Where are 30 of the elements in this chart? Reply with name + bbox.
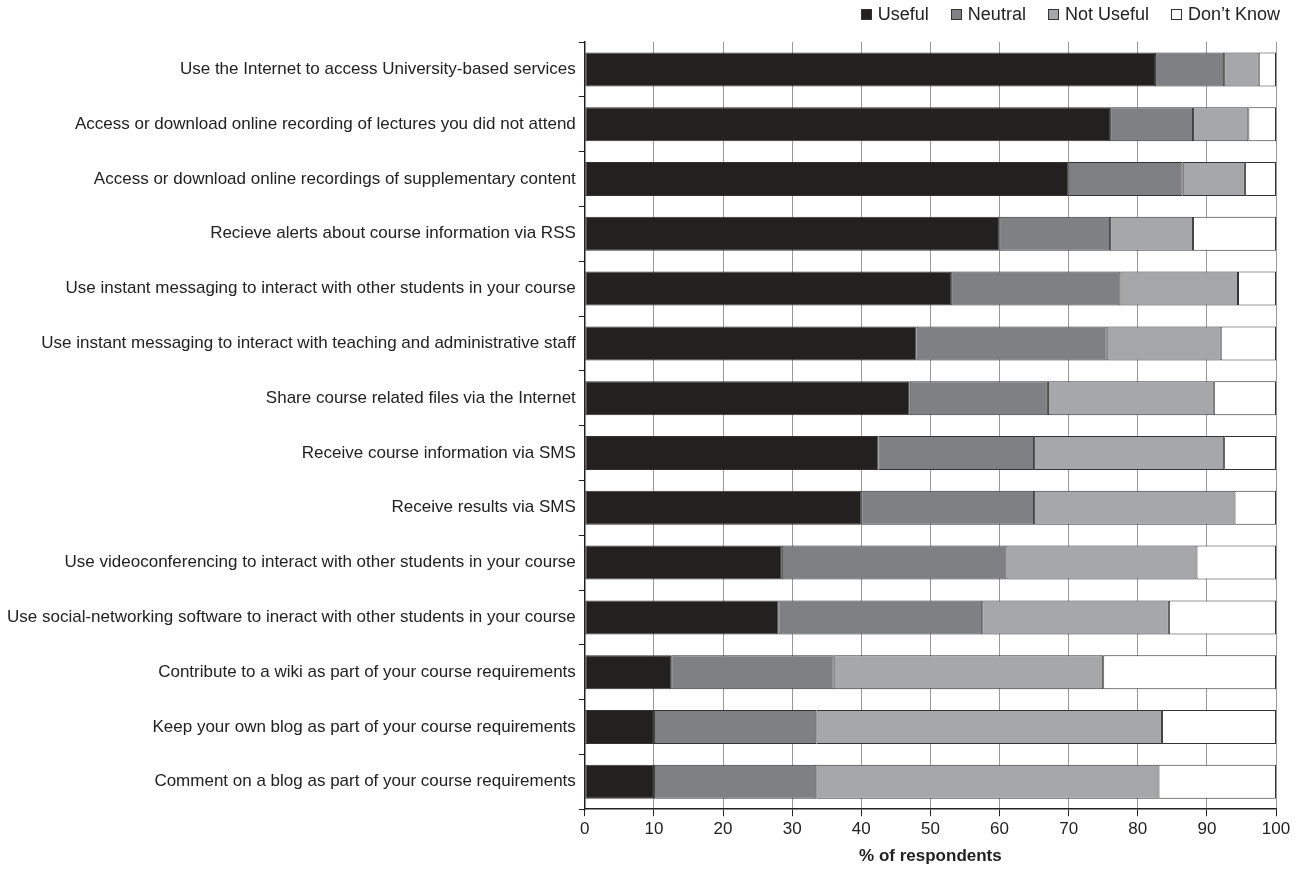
y-tick-label: Use instant messaging to interact with teaching and administrative staff [41, 333, 577, 353]
legend-label: Useful [877, 4, 929, 25]
x-tick-label: 60 [990, 819, 1009, 839]
x-tick-label: 30 [782, 819, 802, 839]
y-tick-label: Keep your own blog as part of your course requirements [152, 716, 576, 736]
x-tick-label: 90 [1197, 819, 1217, 839]
y-tick-label: Recieve alerts about course information via RSS [210, 223, 576, 243]
x-tick-label: 70 [1059, 819, 1079, 839]
x-axis-title: % of respondents [859, 846, 1002, 866]
y-tick-label: Comment on a blog as part of your course requirements [154, 771, 576, 791]
x-tick-label: 40 [851, 819, 871, 839]
y-tick-label: Use videoconferencing to interact with other students in your course [64, 552, 576, 572]
y-tick-label: Contribute to a wiki as part of your course requirements [158, 661, 576, 681]
y-tick-label: Use social-networking software to ineract with other students in your course [6, 607, 576, 627]
legend-label: Neutral [967, 4, 1026, 25]
y-tick-label: Use instant messaging to interact with other students in your course [65, 278, 576, 298]
y-tick-label: Use the Internet to access University-based services [179, 59, 576, 79]
y-tick-label: Receive results via SMS [391, 497, 576, 517]
x-tick-label: 50 [920, 819, 940, 839]
x-tick-label: 80 [1128, 819, 1148, 839]
legend-label: Not Useful [1064, 4, 1149, 25]
y-tick-label: Access or download online recordings of supplementary content [93, 168, 577, 188]
x-tick-label: 0 [580, 819, 590, 839]
x-tick-label: 20 [713, 819, 733, 839]
x-tick-label: 100 [1261, 819, 1291, 839]
y-tick-label: Receive course information via SMS [301, 442, 576, 462]
y-tick-label: Share course related files via the Internet [265, 387, 577, 407]
x-tick-label: 10 [644, 819, 664, 839]
y-tick-label: Access or download online recording of lectures you did not attend [74, 113, 576, 133]
series-label: Don’t Know [1187, 4, 1280, 25]
